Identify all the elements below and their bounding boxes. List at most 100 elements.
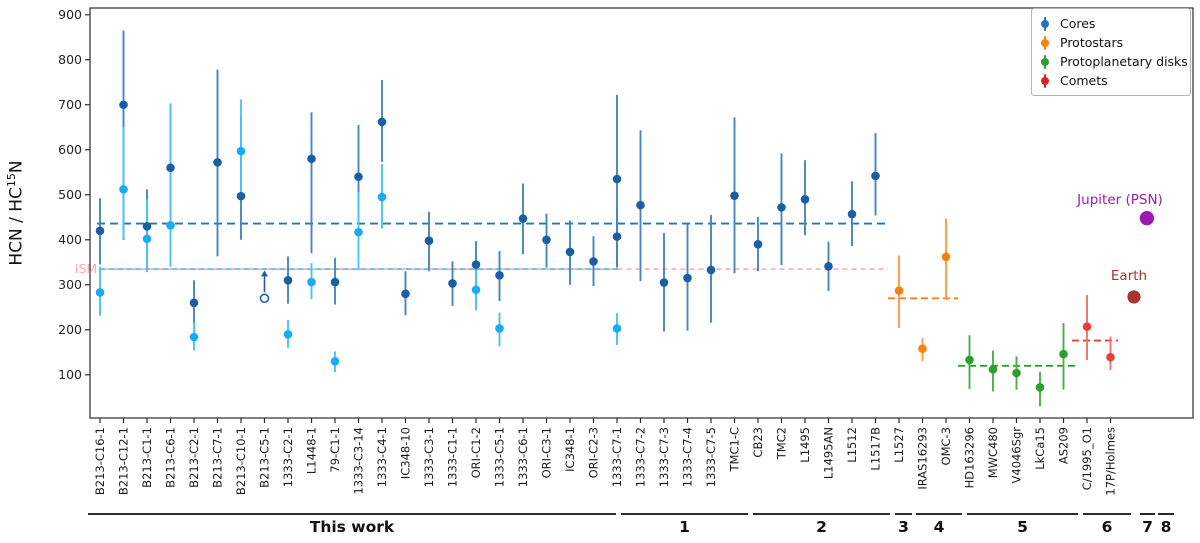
data-point: [354, 227, 363, 237]
data-point: [448, 279, 457, 288]
y-axis-title-prefix: HCN / HC: [6, 187, 27, 266]
data-point: [119, 100, 128, 110]
legend: Cores Protostars Protoplanetary disks Comet…: [1031, 8, 1191, 96]
legend-label: Cores: [1060, 16, 1096, 31]
data-point: [95, 288, 105, 297]
x-tick-label: B213-C12-1: [117, 427, 131, 495]
x-tick-label: L1512: [845, 427, 859, 463]
x-tick-label: AS209: [1057, 427, 1071, 464]
x-tick-label: B213-C7-1: [211, 427, 225, 488]
y-tick-label: 500: [58, 187, 82, 202]
x-tick-label: ORI-C2-3: [587, 427, 601, 478]
data-point: [307, 154, 316, 164]
data-point: [471, 285, 481, 295]
group-label: 2: [816, 518, 827, 536]
x-tick-label: 1333-C7-5: [704, 427, 718, 487]
data-point: [307, 277, 316, 287]
legend-marker-dot: [1041, 19, 1049, 28]
legend-marker-dot: [1041, 38, 1049, 47]
x-tick-label: L1527: [892, 427, 906, 463]
special-point: [1127, 290, 1141, 304]
data-point: [1035, 383, 1045, 392]
x-tick-label: LkCa15: [1033, 427, 1047, 470]
data-point: [166, 221, 175, 230]
data-point: [612, 232, 622, 241]
data-point: [800, 194, 810, 204]
x-tick-label: HD163296: [963, 427, 977, 488]
data-point: [1106, 352, 1115, 362]
special-point: [1139, 210, 1155, 226]
y-axis-title-superscript: 15: [5, 173, 18, 188]
legend-label: Protostars: [1060, 35, 1124, 50]
y-tick-label: 200: [58, 322, 82, 337]
data-point: [330, 356, 340, 366]
data-point: [683, 273, 692, 283]
y-axis-title-suffix: N: [6, 160, 27, 174]
data-point: [565, 247, 575, 257]
x-tick-label: ORI-C3-1: [540, 427, 554, 478]
data-point: [189, 298, 199, 308]
data-point: [824, 262, 833, 271]
legend-item-protostars: Protostars: [1038, 33, 1182, 52]
data-point: [1012, 368, 1021, 378]
group-label: 6: [1102, 518, 1113, 536]
data-point: [213, 158, 222, 167]
data-point: [965, 355, 974, 365]
x-tick-label: L1517B: [869, 427, 883, 471]
y-tick-label: 600: [58, 142, 82, 157]
data-point: [495, 271, 504, 280]
x-tick-label: 1333-C7-4: [681, 427, 695, 487]
x-tick-label: L1495: [798, 427, 812, 463]
x-tick-label: 1333-C6-1: [516, 427, 530, 487]
x-tick-label: OMC-3: [939, 427, 953, 465]
x-tick-label: 1333-C7-3: [657, 427, 671, 487]
y-tick-label: 300: [58, 277, 82, 292]
legend-label: Protoplanetary disks: [1060, 54, 1188, 69]
data-point: [377, 117, 387, 127]
x-tick-label: 1333-C7-1: [610, 427, 624, 487]
data-point: [589, 257, 598, 266]
x-tick-label: IRAS16293: [916, 427, 930, 490]
group-label: 8: [1161, 518, 1172, 536]
data-point: [659, 278, 669, 287]
group-label: 3: [898, 518, 909, 536]
x-tick-label: B213-C5-1: [258, 427, 272, 488]
y-tick-label: 400: [58, 232, 82, 247]
data-point: [166, 163, 175, 173]
x-tick-label: 1333-C3-14: [352, 427, 366, 495]
data-point: [95, 226, 105, 236]
legend-errorbar-marker-icon: [1038, 35, 1052, 51]
data-point: [730, 191, 739, 200]
data-point: [894, 286, 904, 295]
x-tick-label: B213-C16-1: [93, 427, 107, 495]
x-tick-label: ORI-C1-2: [469, 427, 483, 478]
legend-item-cores: Cores: [1038, 14, 1182, 33]
data-point: [612, 174, 622, 184]
legend-errorbar-marker-icon: [1038, 73, 1052, 89]
x-tick-label: L1495AN: [822, 427, 836, 479]
x-tick-label: B213-C2-1: [187, 427, 201, 488]
data-point: [1059, 349, 1068, 359]
x-tick-label: 1333-C4-1: [375, 427, 389, 487]
legend-marker-dot: [1041, 57, 1049, 66]
data-point: [542, 235, 551, 245]
data-point: [518, 214, 528, 223]
x-tick-label: 1333-C1-1: [446, 427, 460, 487]
data-point: [283, 275, 293, 285]
y-tick-label: 900: [58, 7, 82, 22]
x-tick-label: L1448-1: [305, 427, 319, 474]
data-point: [636, 200, 645, 210]
data-point: [377, 192, 387, 202]
ism-label: ISM: [75, 261, 97, 276]
y-tick-label: 100: [58, 367, 82, 382]
x-tick-label: TMC2: [775, 427, 789, 460]
x-tick-label: 79-C1-1: [328, 427, 342, 473]
x-tick-label: IC348-10: [399, 427, 413, 479]
special-point-label: Jupiter (PSN): [1076, 192, 1163, 208]
data-point: [330, 277, 340, 287]
x-tick-label: CB23: [751, 427, 765, 458]
data-point: [847, 209, 857, 219]
legend-item-protoplanetary-disks: Protoplanetary disks: [1038, 52, 1188, 71]
data-point: [354, 172, 363, 182]
